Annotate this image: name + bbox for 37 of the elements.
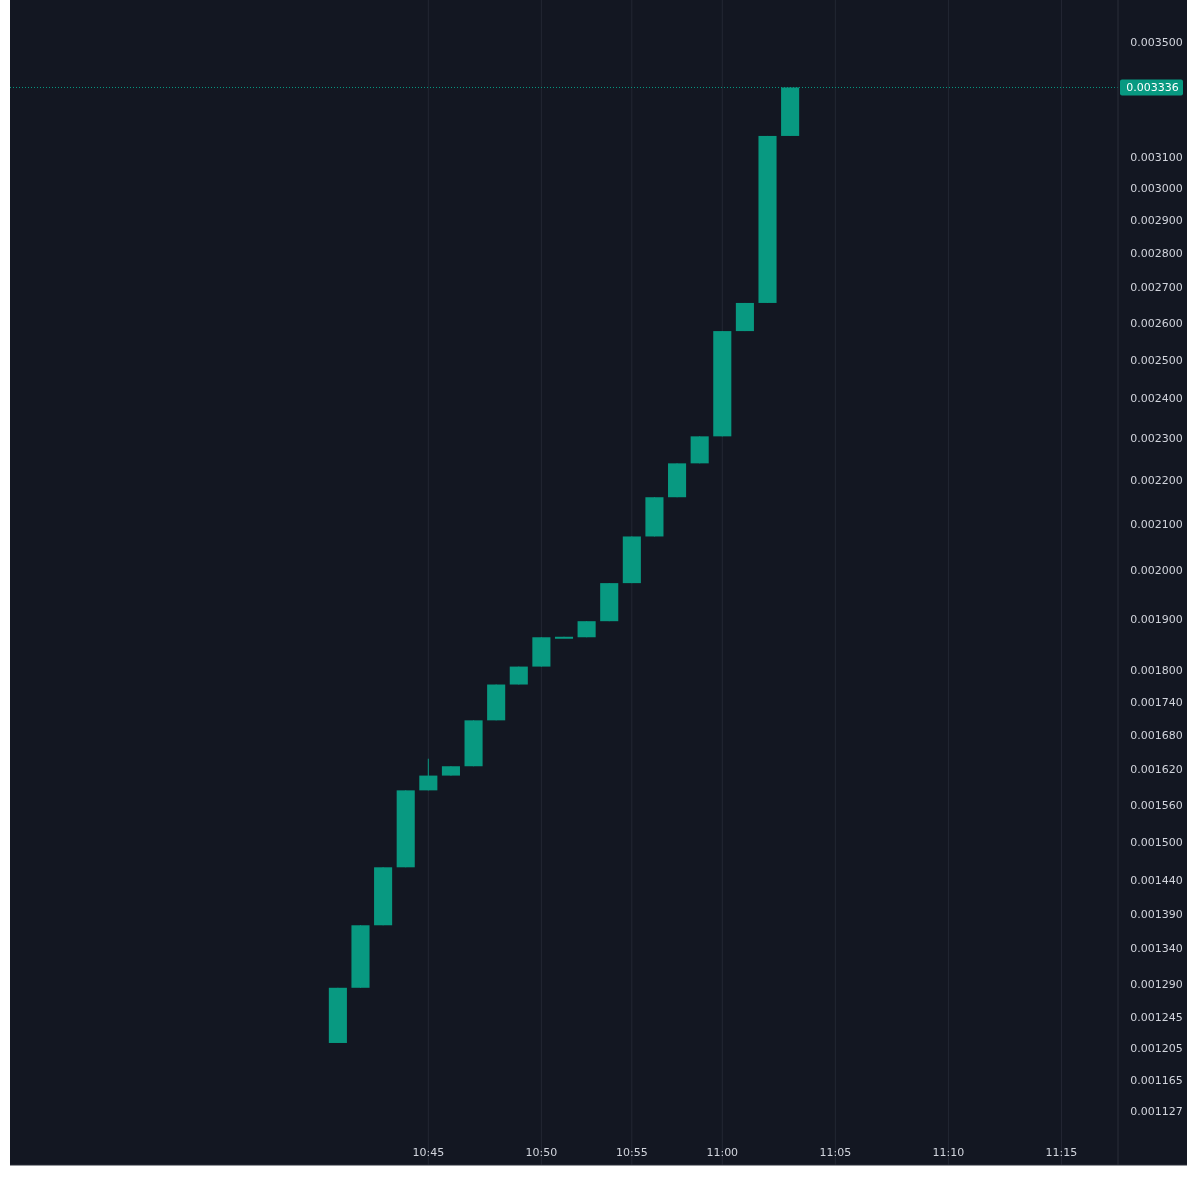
candlestick [419,758,438,791]
y-tick-label: 0.003500 [1130,36,1183,50]
ref-line-label: 0.003336 [1126,81,1179,95]
x-tick-label: 10:55 [615,1145,648,1159]
y-tick-label: 0.003000 [1130,181,1183,195]
y-tick-label: 0.002800 [1130,246,1183,260]
y-tick-label: 0.001127 [1130,1105,1183,1119]
x-tick-label: 11:10 [932,1145,965,1159]
x-tick-label: 11:15 [1045,1145,1078,1159]
x-tick-label: 10:50 [525,1145,558,1159]
x-tick-label: 11:05 [819,1145,852,1159]
y-tick-label: 0.001800 [1130,663,1183,677]
y-tick-label: 0.001740 [1130,695,1183,709]
y-tick-label: 0.003100 [1130,150,1183,164]
y-tick-label: 0.002900 [1130,213,1183,227]
y-tick-label: 0.002200 [1130,474,1183,488]
y-tick-label: 0.002700 [1130,280,1183,294]
y-tick-label: 0.001900 [1130,612,1183,626]
y-tick-label: 0.002300 [1130,432,1183,446]
y-tick-label: 0.001560 [1130,798,1183,812]
y-tick-label: 0.001245 [1130,1011,1183,1025]
y-tick-label: 0.001440 [1130,874,1183,888]
y-tick-label: 0.002400 [1130,392,1183,406]
y-tick-label: 0.001205 [1130,1042,1183,1056]
y-tick-label: 0.001390 [1130,907,1183,921]
y-tick-label: 0.001680 [1130,728,1183,742]
y-tick-label: 0.002600 [1130,316,1183,330]
y-tick-label: 0.001290 [1130,977,1183,991]
y-tick-label: 0.002500 [1130,353,1183,367]
y-tick-label: 0.001620 [1130,763,1183,777]
y-tick-label: 0.001500 [1130,835,1183,849]
x-tick-label: 10:45 [412,1145,445,1159]
y-tick-label: 0.002100 [1130,518,1183,532]
y-tick-label: 0.001340 [1130,942,1183,956]
y-tick-label: 0.002000 [1130,564,1183,578]
x-tick-label: 11:00 [706,1145,739,1159]
y-tick-label: 0.001165 [1130,1074,1183,1088]
